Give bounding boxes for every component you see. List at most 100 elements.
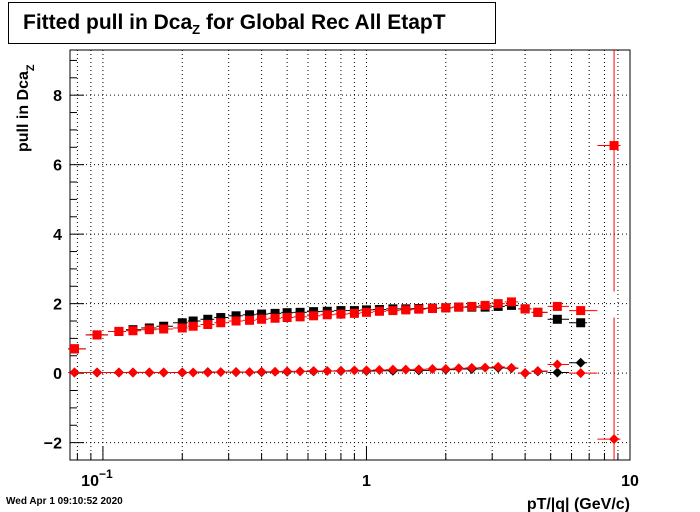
y-tick-label: −2 xyxy=(44,436,62,453)
data-point xyxy=(427,363,438,374)
data-point xyxy=(144,325,154,335)
data-point xyxy=(128,326,138,336)
data-point xyxy=(231,367,242,378)
x-tick-label: 10−1 xyxy=(81,467,113,490)
data-point xyxy=(552,359,563,370)
series-3 xyxy=(68,317,621,460)
data-point xyxy=(231,316,241,326)
data-point xyxy=(388,306,398,316)
data-point xyxy=(69,344,79,354)
data-point xyxy=(349,365,360,376)
data-point xyxy=(520,304,530,314)
data-point xyxy=(308,366,319,377)
data-point xyxy=(576,318,586,328)
data-point xyxy=(506,297,516,307)
data-point xyxy=(188,321,198,331)
data-point xyxy=(282,366,293,377)
y-tick-label: 6 xyxy=(53,158,62,175)
data-point xyxy=(374,306,384,316)
datestamp: Wed Apr 1 09:10:52 2020 xyxy=(6,496,123,507)
data-point xyxy=(322,366,333,377)
data-point xyxy=(309,311,319,321)
data-point xyxy=(533,307,543,317)
y-tick-label: 8 xyxy=(53,88,62,105)
data-point xyxy=(215,367,226,378)
data-point xyxy=(454,302,464,312)
tick-labels: −2 0 2 4 6 8 10−1 1 10 xyxy=(44,88,639,490)
y-tick-label: 2 xyxy=(53,297,62,314)
data-point xyxy=(282,313,292,323)
data-point xyxy=(441,303,451,313)
data-point xyxy=(413,364,424,375)
axis-ticks xyxy=(70,59,631,460)
data-point xyxy=(270,308,280,318)
data-point xyxy=(453,363,464,374)
data-point xyxy=(400,364,411,375)
data-point xyxy=(414,304,424,314)
data-point xyxy=(158,367,169,378)
data-point xyxy=(336,309,346,319)
data-point xyxy=(177,367,188,378)
data-point xyxy=(466,362,477,373)
data-point xyxy=(361,307,371,317)
data-point xyxy=(609,141,619,151)
data-point xyxy=(480,362,491,373)
data-point xyxy=(203,319,213,329)
data-point xyxy=(177,318,187,328)
data-point xyxy=(493,361,504,372)
y-tick-label: 4 xyxy=(53,227,62,244)
data-point xyxy=(552,367,563,378)
data-point xyxy=(159,324,169,334)
data-point xyxy=(216,318,226,328)
data-point xyxy=(188,367,199,378)
data-point xyxy=(203,314,213,324)
series-1 xyxy=(68,50,621,354)
data-point xyxy=(335,365,346,376)
data-point xyxy=(552,314,562,324)
data-point xyxy=(361,365,372,376)
data-point xyxy=(92,367,103,378)
data-point xyxy=(322,310,332,320)
data-point xyxy=(506,362,517,373)
data-point xyxy=(257,314,267,324)
grid xyxy=(70,50,631,460)
y-axis-label: pull in DcaZ xyxy=(15,64,37,152)
data-point xyxy=(480,300,490,310)
data-point xyxy=(282,308,292,318)
data-point xyxy=(467,301,477,311)
data-point xyxy=(113,367,124,378)
data-point xyxy=(257,309,267,319)
data-point xyxy=(552,301,562,311)
data-point xyxy=(244,367,255,378)
data-point xyxy=(532,366,543,377)
data-point xyxy=(374,365,385,376)
data-point xyxy=(92,330,102,340)
plot-frame xyxy=(69,49,631,461)
data-point xyxy=(387,364,398,375)
data-point xyxy=(188,316,198,326)
data-point xyxy=(575,368,586,379)
data-point xyxy=(295,307,305,317)
data-point xyxy=(245,315,255,325)
x-tick-label: 10 xyxy=(621,473,639,490)
data-point xyxy=(114,326,124,336)
data-point xyxy=(127,367,138,378)
data-point xyxy=(69,367,80,378)
data-point xyxy=(295,312,305,322)
data-point xyxy=(256,366,267,377)
x-tick-label: 1 xyxy=(362,473,371,490)
data-point xyxy=(295,366,306,377)
data-point xyxy=(270,313,280,323)
data-point xyxy=(231,311,241,321)
data-point xyxy=(440,363,451,374)
data-marks xyxy=(68,50,621,460)
data-point xyxy=(427,304,437,314)
data-point xyxy=(576,306,586,316)
data-point xyxy=(349,308,359,318)
data-point xyxy=(609,434,620,445)
x-axis-label: pT/|q| (GeV/c) xyxy=(527,496,630,512)
data-point xyxy=(216,313,226,323)
data-point xyxy=(144,367,155,378)
data-point xyxy=(245,310,255,320)
